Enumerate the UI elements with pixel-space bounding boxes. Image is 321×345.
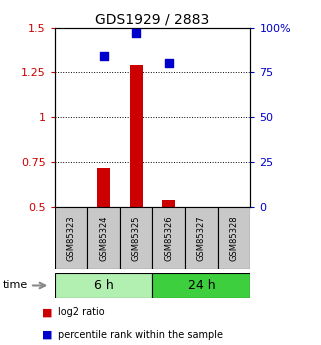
Point xyxy=(134,30,139,36)
Bar xyxy=(97,168,110,207)
Bar xyxy=(55,273,152,298)
Bar xyxy=(55,207,87,269)
Text: ■: ■ xyxy=(42,330,52,339)
Bar xyxy=(87,207,120,269)
Text: GSM85327: GSM85327 xyxy=(197,215,206,261)
Title: GDS1929 / 2883: GDS1929 / 2883 xyxy=(95,12,210,27)
Bar xyxy=(152,207,185,269)
Point xyxy=(166,61,171,66)
Text: 24 h: 24 h xyxy=(187,279,215,292)
Bar xyxy=(218,207,250,269)
Text: GSM85326: GSM85326 xyxy=(164,215,173,261)
Bar xyxy=(152,273,250,298)
Text: GSM85324: GSM85324 xyxy=(99,215,108,261)
Text: time: time xyxy=(3,280,29,290)
Text: 6 h: 6 h xyxy=(94,279,113,292)
Text: percentile rank within the sample: percentile rank within the sample xyxy=(58,330,223,339)
Text: GSM85328: GSM85328 xyxy=(230,215,239,261)
Bar xyxy=(162,200,175,207)
Text: log2 ratio: log2 ratio xyxy=(58,307,104,317)
Text: GSM85323: GSM85323 xyxy=(66,215,75,261)
Bar xyxy=(185,207,218,269)
Text: GSM85325: GSM85325 xyxy=(132,215,141,261)
Point xyxy=(101,53,106,59)
Bar xyxy=(120,207,152,269)
Text: ■: ■ xyxy=(42,307,52,317)
Bar xyxy=(130,65,143,207)
